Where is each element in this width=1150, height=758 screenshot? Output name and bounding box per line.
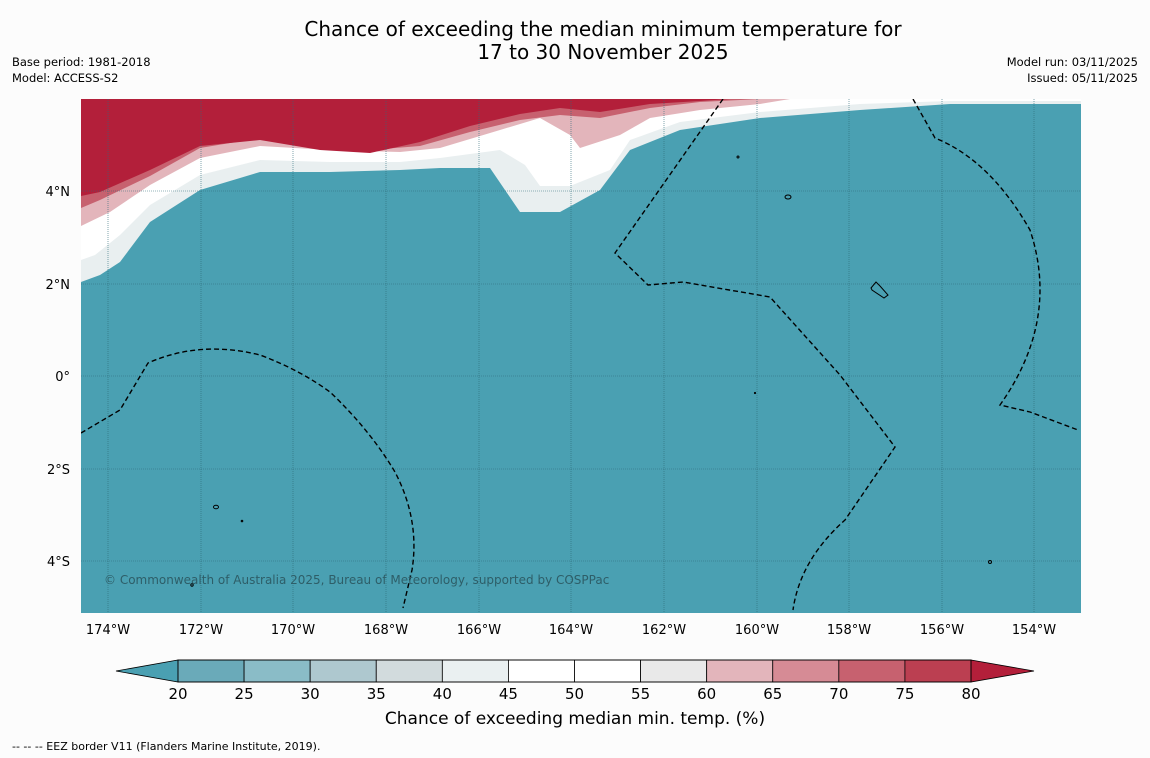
colorbar-tick-label: 50 [565,685,584,703]
colorbar-tick-label: 35 [367,685,386,703]
eez-border-east [912,99,1079,431]
footnote: -- -- -- EEZ border V11 (Flanders Marine… [12,740,321,753]
island [190,583,194,587]
model-name: Model: ACCESS-S2 [12,70,119,85]
colorbar-bin [904,659,972,683]
colorbar-frame [177,659,972,683]
eez-borders [81,99,1079,611]
lat-label: 4°N [46,185,71,200]
lon-label: 154°W [1012,623,1056,638]
colorbar: 20 25 30 35 40 45 50 55 60 65 70 75 80 [115,659,1035,703]
colorbar-tick-label: 25 [235,685,254,703]
map-title: Chance of exceeding the median minimum t… [0,18,1150,64]
lon-label: 168°W [364,623,408,638]
colorbar-bin [177,659,245,683]
island [240,519,244,523]
colorbar-bin [706,659,774,683]
island [213,504,219,510]
lat-label: 0° [55,370,70,385]
colorbar-ticks: 20 25 30 35 40 45 50 55 60 65 70 75 80 [168,685,980,703]
colorbar-bin [309,659,377,683]
colorbar-bin [243,659,311,683]
island [784,194,792,200]
lon-axis: 174°W 172°W 170°W 168°W 166°W 164°W 162°… [86,623,1056,638]
colorbar-bin [441,659,509,683]
base-period: Base period: 1981-2018 [12,55,151,69]
issued-date: Issued: 05/11/2025 [1027,70,1138,85]
colorbar-tick-label: 75 [895,685,914,703]
island [736,155,740,159]
colorbar-tick-label: 30 [301,685,320,703]
meta-right: Model run: 03/11/2025 Issued: 05/11/2025 [1007,55,1138,86]
colorbar-tick-label: 60 [697,685,716,703]
title-line-1: Chance of exceeding the median minimum t… [304,17,902,41]
colorbar-tick-label: 45 [499,685,518,703]
island [870,281,889,299]
colorbar-title: Chance of exceeding median min. temp. (%… [384,709,766,729]
lat-axis: 4°N 2°N 0° 2°S 4°S [46,185,71,570]
lon-label: 170°W [271,623,315,638]
lon-label: 174°W [86,623,130,638]
colorbar-under-arrow [115,659,179,683]
colorbar-tick-label: 55 [631,685,650,703]
lon-label: 158°W [827,623,871,638]
lat-label: 4°S [47,555,70,570]
lon-label: 166°W [457,623,501,638]
colorbar-tick-label: 20 [168,685,187,703]
colorbar-bin [838,659,906,683]
eez-border-central [614,99,896,611]
model-run: Model run: 03/11/2025 [1006,55,1138,69]
colorbar-bin [375,659,443,683]
islands [190,155,992,587]
colorbar-tick-label: 70 [829,685,848,703]
colorbar-bins [177,659,972,683]
lat-label: 2°S [47,463,70,478]
lon-label: 164°W [549,623,593,638]
meta-left: Base period: 1981-2018 Model: ACCESS-S2 [12,55,151,86]
map-area: © Commonwealth of Australia 2025, Bureau… [81,99,1081,613]
lat-label: 2°N [46,278,71,293]
island [753,391,757,395]
eez-border-west [81,348,415,609]
title-line-2: 17 to 30 November 2025 [477,40,729,64]
warm-region [81,99,730,196]
lon-label: 162°W [642,623,686,638]
colorbar-over-arrow [970,659,1035,683]
colorbar-tick-label: 40 [433,685,452,703]
lon-label: 172°W [179,623,223,638]
copyright-text: © Commonwealth of Australia 2025, Bureau… [104,573,609,587]
graticule [81,99,1081,613]
colorbar-bin [508,659,575,683]
colorbar-bin [772,659,840,683]
colorbar-tick-label: 80 [961,685,980,703]
colorbar-bin [574,659,641,683]
lon-label: 156°W [920,623,964,638]
island [988,560,992,564]
lon-label: 160°W [735,623,779,638]
colorbar-tick-label: 65 [763,685,782,703]
colorbar-bin [640,659,708,683]
